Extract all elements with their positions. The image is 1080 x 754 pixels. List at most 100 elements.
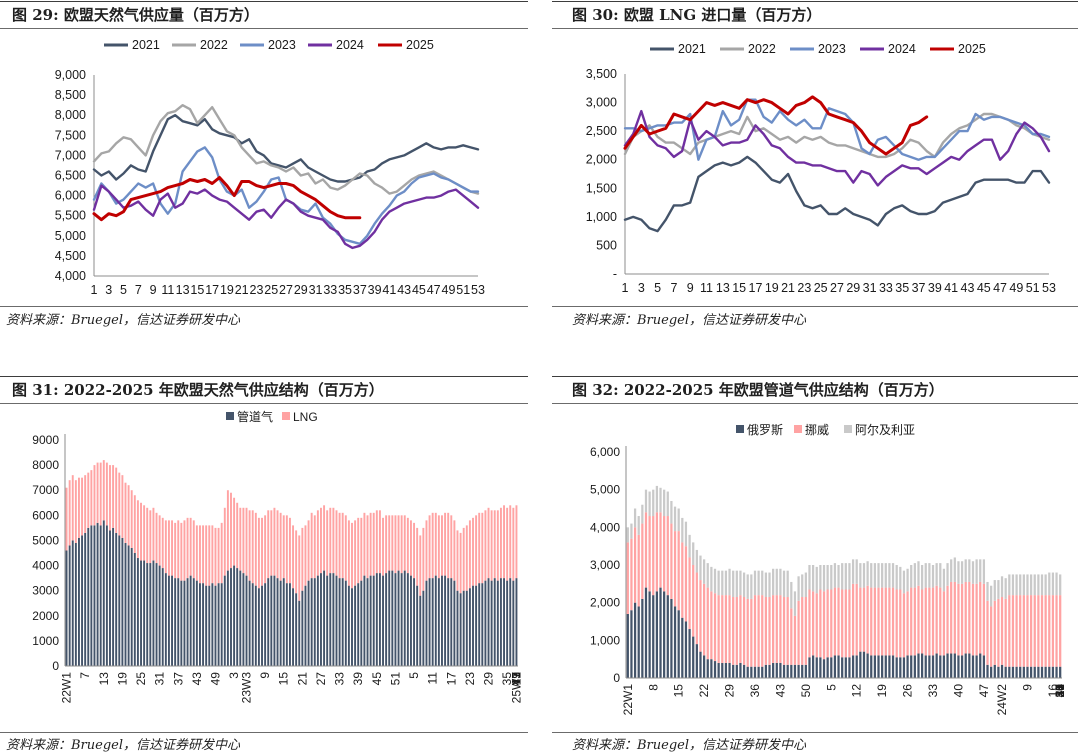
x-tick-label: 17 <box>749 281 763 295</box>
bar-管道气 <box>109 530 111 666</box>
series-line-2025 <box>623 95 929 156</box>
title-rule-top <box>552 376 1078 377</box>
bar-管道气 <box>434 575 437 666</box>
bar-阿尔及利亚 <box>750 574 753 599</box>
x-tick-label: 5 <box>824 684 838 691</box>
bar-挪威 <box>811 591 815 656</box>
bar-管道气 <box>199 583 201 666</box>
bar-阿尔及利亚 <box>742 572 746 598</box>
bar-挪威 <box>859 587 862 652</box>
bar-LNG <box>394 515 397 574</box>
bar-管道气 <box>236 568 239 666</box>
bar-LNG <box>385 515 388 574</box>
bar-俄罗斯 <box>797 664 800 678</box>
bar-挪威 <box>942 591 946 656</box>
bar-阿尔及利亚 <box>881 563 884 588</box>
bar-阿尔及利亚 <box>681 517 684 543</box>
bar-俄罗斯 <box>1033 666 1036 678</box>
bar-管道气 <box>245 575 248 666</box>
bar-阿尔及利亚 <box>928 563 931 588</box>
bar-LNG <box>282 515 285 579</box>
bar-LNG <box>472 517 474 586</box>
bar-挪威 <box>652 516 655 596</box>
x-tick-label: 45 <box>370 672 384 686</box>
bar-挪威 <box>793 615 797 665</box>
bar-LNG <box>261 517 263 586</box>
bar-管道气 <box>378 573 381 666</box>
y-tick-label: 0 <box>52 659 59 673</box>
bar-俄罗斯 <box>790 664 793 678</box>
x-tick-label: 9 <box>258 672 272 679</box>
x-tick-label: 11 <box>700 281 713 295</box>
bar-LNG <box>431 512 434 579</box>
bar-挪威 <box>913 587 916 656</box>
bar-挪威 <box>637 534 640 607</box>
bar-阿尔及利亚 <box>684 521 688 547</box>
legend-label-LNG: LNG <box>293 410 318 424</box>
bar-LNG <box>487 507 490 579</box>
bar-挪威 <box>630 538 633 611</box>
bar-俄罗斯 <box>815 657 818 678</box>
x-tick-label: 7 <box>670 281 677 295</box>
bar-俄罗斯 <box>666 595 669 678</box>
bar-LNG <box>450 515 453 579</box>
bar-挪威 <box>721 595 724 663</box>
bar-挪威 <box>1000 597 1004 665</box>
bar-俄罗斯 <box>706 659 709 678</box>
legend-label-2022: 2022 <box>748 42 776 56</box>
bar-俄罗斯 <box>1015 666 1018 678</box>
bar-俄罗斯 <box>859 651 862 678</box>
bar-阿尔及利亚 <box>775 568 778 596</box>
bar-LNG <box>295 530 298 594</box>
bar-俄罗斯 <box>768 664 771 678</box>
x-tick-label: 6 <box>1053 684 1067 691</box>
bar-阿尔及利亚 <box>899 566 902 590</box>
bar-管道气 <box>183 580 186 666</box>
bar-LNG <box>93 465 96 526</box>
bar-俄罗斯 <box>822 659 826 678</box>
bar-LNG <box>239 507 242 571</box>
x-tick-label: 3 <box>227 672 241 679</box>
bar-俄罗斯 <box>975 655 978 678</box>
bar-管道气 <box>189 575 192 666</box>
bar-阿尔及利亚 <box>710 566 713 592</box>
bar-管道气 <box>217 583 220 666</box>
bar-阿尔及利亚 <box>877 563 880 588</box>
x-tick-label: 43 <box>397 283 411 297</box>
bar-LNG <box>167 520 170 576</box>
x-tick-label: 25 <box>134 672 148 686</box>
bar-挪威 <box>971 583 975 656</box>
bar-管道气 <box>276 578 279 666</box>
legend-label-阿尔及利亚: 阿尔及利亚 <box>855 422 915 437</box>
bar-管道气 <box>428 578 431 666</box>
bar-阿尔及利亚 <box>695 549 698 573</box>
bar-挪威 <box>655 512 659 592</box>
x-tick-label: 51 <box>388 672 402 686</box>
bar-阿尔及利亚 <box>826 565 829 590</box>
bar-管道气 <box>65 550 68 666</box>
bar-挪威 <box>1033 595 1036 667</box>
bar-LNG <box>205 525 208 586</box>
bar-管道气 <box>295 593 298 666</box>
bar-LNG <box>459 532 462 594</box>
y-tick-label: 8000 <box>32 458 59 472</box>
y-tick-label: 4,000 <box>55 269 86 283</box>
bar-管道气 <box>264 583 267 666</box>
bar-俄罗斯 <box>746 666 749 678</box>
bar-俄罗斯 <box>830 657 833 678</box>
bar-俄罗斯 <box>986 664 989 678</box>
bar-俄罗斯 <box>677 610 680 678</box>
y-tick-label: 4,500 <box>55 249 86 263</box>
bar-俄罗斯 <box>739 662 742 678</box>
bar-管道气 <box>292 588 295 666</box>
bar-阿尔及利亚 <box>677 508 680 532</box>
y-tick-label: 5000 <box>32 533 59 547</box>
x-tick-label: 27 <box>314 672 328 686</box>
bar-阿尔及利亚 <box>866 561 869 586</box>
x-tick-label: 37 <box>171 672 185 686</box>
bar-LNG <box>416 527 419 586</box>
bar-LNG <box>369 512 372 576</box>
x-tick-label: 41 <box>509 672 523 686</box>
bar-挪威 <box>939 587 942 656</box>
source-rule <box>552 732 1078 733</box>
